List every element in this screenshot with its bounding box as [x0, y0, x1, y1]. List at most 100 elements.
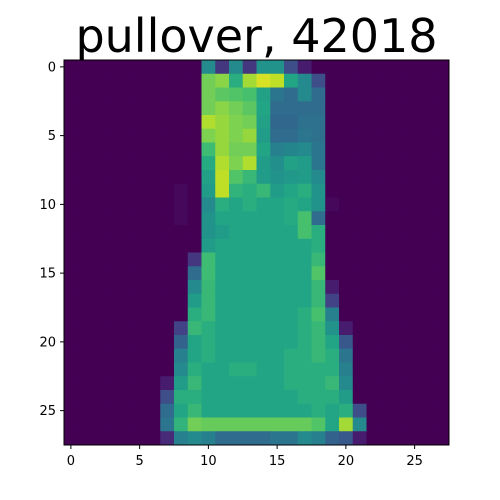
heatmap-cell	[394, 238, 409, 253]
heatmap-cell	[91, 197, 106, 212]
heatmap-cell	[160, 115, 175, 130]
heatmap-cell	[352, 115, 367, 130]
heatmap-cell	[119, 321, 134, 336]
heatmap-cell	[407, 390, 422, 405]
heatmap-cell	[146, 225, 161, 240]
heatmap-cell	[242, 211, 257, 226]
heatmap-cell	[435, 73, 450, 88]
heatmap-cell	[325, 73, 340, 88]
heatmap-cell	[325, 266, 340, 281]
heatmap-cell	[284, 307, 299, 322]
heatmap-cell	[64, 197, 79, 212]
heatmap-cell	[297, 60, 312, 75]
heatmap-cell	[132, 170, 147, 185]
heatmap-cell	[325, 60, 340, 75]
heatmap-cell	[201, 142, 216, 157]
heatmap-cell	[64, 60, 79, 75]
heatmap-cell	[325, 376, 340, 391]
heatmap-cell	[91, 266, 106, 281]
heatmap-cell	[132, 431, 147, 446]
heatmap-cell	[187, 321, 202, 336]
heatmap-cell	[132, 87, 147, 102]
heatmap-cell	[394, 403, 409, 418]
heatmap-cell	[380, 431, 395, 446]
heatmap-cell	[339, 60, 354, 75]
heatmap-cell	[105, 60, 120, 75]
heatmap-cell	[187, 225, 202, 240]
heatmap-cell	[256, 335, 271, 350]
heatmap-cell	[339, 307, 354, 322]
heatmap-cell	[311, 238, 326, 253]
heatmap-cell	[270, 197, 285, 212]
heatmap-cell	[352, 266, 367, 281]
heatmap-cell	[132, 238, 147, 253]
heatmap-cell	[297, 293, 312, 308]
x-tick-label: 15	[269, 454, 286, 469]
heatmap-cell	[77, 266, 92, 281]
heatmap-cell	[119, 403, 134, 418]
heatmap-cell	[215, 417, 230, 432]
heatmap-cell	[77, 73, 92, 88]
heatmap-cell	[146, 101, 161, 116]
heatmap-cell	[325, 142, 340, 157]
heatmap-cell	[146, 238, 161, 253]
heatmap-cell	[339, 238, 354, 253]
heatmap-cell	[187, 197, 202, 212]
heatmap-cell	[242, 431, 257, 446]
heatmap-cell	[174, 73, 189, 88]
heatmap-cell	[284, 348, 299, 363]
heatmap-cell	[174, 115, 189, 130]
heatmap-cell	[407, 128, 422, 143]
heatmap-cell	[394, 128, 409, 143]
heatmap-cell	[201, 307, 216, 322]
heatmap-cell	[201, 225, 216, 240]
heatmap-cell	[339, 87, 354, 102]
heatmap-cell	[394, 280, 409, 295]
heatmap-cell	[325, 170, 340, 185]
heatmap-cell	[407, 362, 422, 377]
heatmap-cell	[270, 403, 285, 418]
heatmap-cell	[256, 390, 271, 405]
heatmap-cell	[105, 348, 120, 363]
heatmap-cell	[187, 335, 202, 350]
heatmap-cell	[284, 142, 299, 157]
heatmap-cell	[201, 335, 216, 350]
heatmap-cell	[339, 403, 354, 418]
heatmap-cell	[421, 321, 436, 336]
heatmap-cell	[407, 115, 422, 130]
heatmap-cell	[146, 128, 161, 143]
heatmap-cell	[435, 293, 450, 308]
heatmap-cell	[105, 238, 120, 253]
heatmap-cell	[284, 101, 299, 116]
heatmap-cell	[352, 335, 367, 350]
heatmap-cell	[421, 417, 436, 432]
heatmap-cell	[77, 403, 92, 418]
heatmap-cell	[229, 293, 244, 308]
heatmap-cell	[229, 403, 244, 418]
heatmap-cell	[339, 156, 354, 171]
heatmap-cell	[407, 225, 422, 240]
heatmap-cell	[366, 280, 381, 295]
heatmap-cell	[146, 211, 161, 226]
heatmap-cell	[174, 211, 189, 226]
heatmap-cell	[421, 225, 436, 240]
y-tick-label: 10	[39, 198, 56, 213]
heatmap-cell	[132, 348, 147, 363]
heatmap-cell	[421, 60, 436, 75]
heatmap-cell	[435, 238, 450, 253]
heatmap-cell	[339, 211, 354, 226]
heatmap-cell	[105, 280, 120, 295]
heatmap-cell	[242, 225, 257, 240]
heatmap-cell	[366, 87, 381, 102]
heatmap-cell	[352, 197, 367, 212]
heatmap-cell	[77, 280, 92, 295]
heatmap-cell	[174, 280, 189, 295]
heatmap-cell	[435, 115, 450, 130]
heatmap-cell	[242, 362, 257, 377]
heatmap-cell	[270, 376, 285, 391]
heatmap-cell	[132, 142, 147, 157]
heatmap-cell	[242, 60, 257, 75]
plot-frame	[63, 59, 450, 446]
heatmap-cell	[187, 87, 202, 102]
heatmap-cell	[311, 321, 326, 336]
